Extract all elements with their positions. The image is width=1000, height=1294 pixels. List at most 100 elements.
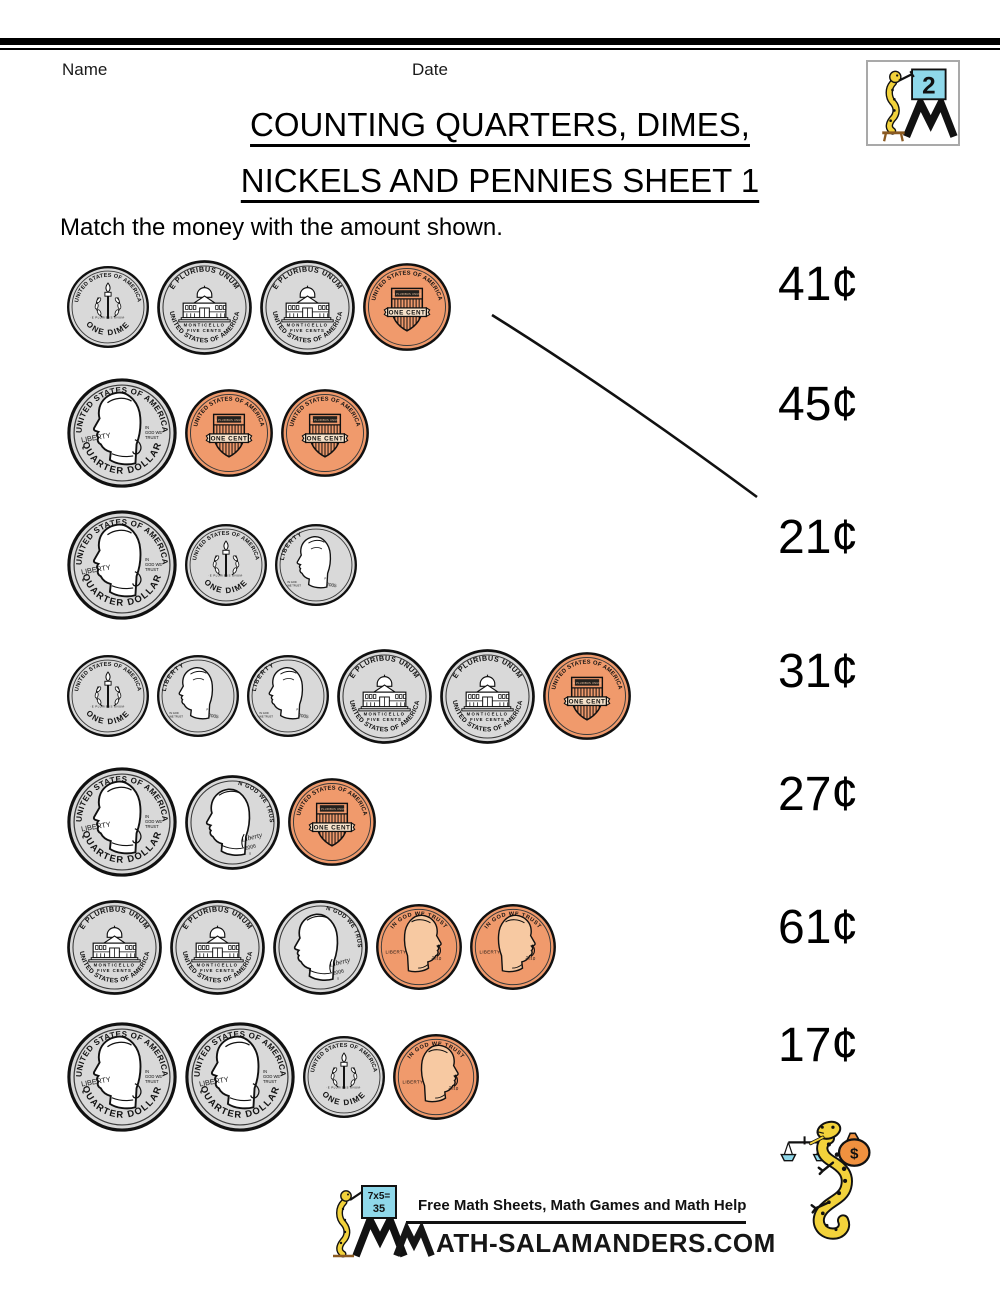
svg-text:GOD WE: GOD WE bbox=[145, 819, 162, 824]
coin-quarter-obverse[interactable]: UNITED STATES OF AMERICA QUARTER DOLLAR L… bbox=[184, 1021, 296, 1133]
coin-quarter-obverse[interactable]: UNITED STATES OF AMERICA QUARTER DOLLAR L… bbox=[66, 1021, 178, 1133]
example-match-line bbox=[491, 313, 758, 499]
coin-penny-reverse[interactable]: E PLURIBUS UNUM ONE CENT UNITED STATES O… bbox=[542, 651, 632, 741]
svg-text:TRUST: TRUST bbox=[145, 567, 159, 572]
svg-text:2005: 2005 bbox=[208, 713, 220, 720]
svg-text:E PLURIBUS UNUM: E PLURIBUS UNUM bbox=[311, 418, 339, 422]
amount-option-5[interactable]: 27¢ bbox=[778, 768, 859, 821]
amount-option-3[interactable]: 21¢ bbox=[778, 511, 859, 564]
coin-nickel-reverse[interactable]: MONTICELLO FIVE CENTS E PLURIBUS UNUM UNI… bbox=[156, 259, 253, 356]
footer-rule bbox=[406, 1221, 746, 1224]
coin-quarter-obverse[interactable]: UNITED STATES OF AMERICA QUARTER DOLLAR L… bbox=[66, 377, 178, 489]
money-bag-symbol: $ bbox=[850, 1146, 859, 1163]
svg-text:·E PLURIBUS UNUM·: ·E PLURIBUS UNUM· bbox=[90, 315, 125, 319]
money-salamander-illustration: $ bbox=[776, 1110, 898, 1262]
svg-text:WE TRUST: WE TRUST bbox=[259, 714, 273, 718]
salamander-icon bbox=[882, 70, 915, 142]
svg-text:LIBERTY: LIBERTY bbox=[386, 950, 407, 955]
svg-text:2010: 2010 bbox=[525, 955, 536, 961]
amount-option-6[interactable]: 61¢ bbox=[778, 901, 859, 954]
coin-penny-obverse[interactable]: IN GOD WE TRUST LIBERTY 2010 bbox=[375, 903, 463, 991]
footer-logo: 7x5= 35 bbox=[326, 1182, 408, 1260]
svg-text:S: S bbox=[337, 976, 339, 980]
svg-text:FIVE CENTS: FIVE CENTS bbox=[367, 716, 402, 721]
svg-text:MONTICELLO: MONTICELLO bbox=[364, 711, 406, 716]
svg-text:IN: IN bbox=[145, 425, 149, 430]
site-text: ATH-SALAMANDERS.COM bbox=[436, 1228, 776, 1258]
money-bag-icon: $ bbox=[837, 1132, 871, 1167]
worksheet-title-line1: COUNTING QUARTERS, DIMES, bbox=[250, 106, 750, 143]
amount-option-1[interactable]: 41¢ bbox=[778, 258, 859, 311]
svg-text:WE TRUST: WE TRUST bbox=[287, 583, 301, 587]
svg-text:FIVE CENTS: FIVE CENTS bbox=[187, 327, 222, 332]
logo-m-icon bbox=[903, 93, 958, 138]
coin-nickel-reverse[interactable]: MONTICELLO FIVE CENTS E PLURIBUS UNUM UNI… bbox=[66, 899, 163, 996]
grade-logo: 2 bbox=[866, 60, 960, 146]
svg-text:ONE CENT: ONE CENT bbox=[307, 436, 344, 443]
svg-text:FIVE CENTS: FIVE CENTS bbox=[290, 327, 325, 332]
coin-nickel-obverse[interactable]: IN GOD WE TRUST Liberty 2006 S bbox=[272, 899, 369, 996]
footer-tagline: Free Math Sheets, Math Games and Math He… bbox=[418, 1197, 747, 1214]
svg-text:ONE CENT: ONE CENT bbox=[314, 825, 351, 832]
coin-dime-obverse[interactable]: LIBERTY IN GOD WE TRUST P 2005 bbox=[246, 654, 330, 738]
coin-nickel-reverse[interactable]: MONTICELLO FIVE CENTS E PLURIBUS UNUM UNI… bbox=[169, 899, 266, 996]
footer-board-line1: 7x5= bbox=[368, 1191, 391, 1202]
svg-text:GOD WE: GOD WE bbox=[145, 562, 162, 567]
svg-text:MONTICELLO: MONTICELLO bbox=[94, 962, 136, 967]
svg-text:IN GOD: IN GOD bbox=[259, 711, 268, 715]
coin-nickel-reverse[interactable]: MONTICELLO FIVE CENTS E PLURIBUS UNUM UNI… bbox=[259, 259, 356, 356]
coin-penny-reverse[interactable]: E PLURIBUS UNUM ONE CENT UNITED STATES O… bbox=[280, 388, 370, 478]
svg-text:·E PLURIBUS UNUM·: ·E PLURIBUS UNUM· bbox=[208, 573, 243, 577]
grade-number: 2 bbox=[922, 73, 935, 100]
coin-nickel-reverse[interactable]: MONTICELLO FIVE CENTS E PLURIBUS UNUM UNI… bbox=[439, 648, 536, 745]
coin-dime-obverse[interactable]: LIBERTY IN GOD WE TRUST P 2005 bbox=[156, 654, 240, 738]
svg-text:MONTICELLO: MONTICELLO bbox=[197, 962, 239, 967]
svg-text:ONE CENT: ONE CENT bbox=[211, 436, 248, 443]
coin-quarter-obverse[interactable]: UNITED STATES OF AMERICA QUARTER DOLLAR L… bbox=[66, 509, 178, 621]
svg-text:ONE CENT: ONE CENT bbox=[389, 310, 426, 317]
svg-text:TRUST: TRUST bbox=[145, 1079, 159, 1084]
svg-text:2005: 2005 bbox=[326, 582, 338, 589]
svg-text:E PLURIBUS UNUM: E PLURIBUS UNUM bbox=[393, 292, 421, 296]
svg-text:2006: 2006 bbox=[332, 968, 345, 977]
coin-nickel-reverse[interactable]: MONTICELLO FIVE CENTS E PLURIBUS UNUM UNI… bbox=[336, 648, 433, 745]
date-label: Date bbox=[412, 60, 448, 79]
coin-dime-reverse[interactable]: ·E PLURIBUS UNUM· UNITED STATES OF AMERI… bbox=[66, 265, 150, 349]
amount-option-4[interactable]: 31¢ bbox=[778, 645, 859, 698]
amount-option-2[interactable]: 45¢ bbox=[778, 378, 859, 431]
coin-dime-reverse[interactable]: ·E PLURIBUS UNUM· UNITED STATES OF AMERI… bbox=[66, 654, 150, 738]
coin-penny-reverse[interactable]: E PLURIBUS UNUM ONE CENT UNITED STATES O… bbox=[287, 777, 377, 867]
coin-penny-obverse[interactable]: IN GOD WE TRUST LIBERTY 2010 bbox=[469, 903, 557, 991]
coin-penny-reverse[interactable]: E PLURIBUS UNUM ONE CENT UNITED STATES O… bbox=[362, 262, 452, 352]
name-label: Name bbox=[62, 60, 108, 79]
svg-text:TRUST: TRUST bbox=[145, 435, 159, 440]
svg-text:P: P bbox=[206, 707, 208, 711]
coin-dime-reverse[interactable]: ·E PLURIBUS UNUM· UNITED STATES OF AMERI… bbox=[184, 523, 268, 607]
coin-quarter-obverse[interactable]: UNITED STATES OF AMERICA QUARTER DOLLAR L… bbox=[66, 766, 178, 878]
instruction-text: Match the money with the amount shown. bbox=[60, 214, 503, 241]
coin-dime-reverse[interactable]: ·E PLURIBUS UNUM· UNITED STATES OF AMERI… bbox=[302, 1035, 386, 1119]
svg-text:·E PLURIBUS UNUM·: ·E PLURIBUS UNUM· bbox=[90, 704, 125, 708]
svg-text:MONTICELLO: MONTICELLO bbox=[467, 711, 509, 716]
svg-text:P: P bbox=[296, 707, 298, 711]
svg-text:IN GOD: IN GOD bbox=[169, 711, 178, 715]
coin-nickel-obverse[interactable]: IN GOD WE TRUST Liberty 2006 S bbox=[184, 774, 281, 871]
footer-site: ATH-SALAMANDERS.COM bbox=[392, 1222, 776, 1260]
svg-text:E PLURIBUS UNUM: E PLURIBUS UNUM bbox=[215, 418, 243, 422]
svg-text:LIBERTY: LIBERTY bbox=[403, 1080, 424, 1085]
coin-penny-obverse[interactable]: IN GOD WE TRUST LIBERTY 2010 bbox=[392, 1033, 480, 1121]
svg-text:MONTICELLO: MONTICELLO bbox=[184, 322, 226, 327]
svg-text:2005: 2005 bbox=[298, 713, 310, 720]
top-rule bbox=[0, 38, 1000, 45]
site-m-icon bbox=[393, 1222, 435, 1257]
amount-option-7[interactable]: 17¢ bbox=[778, 1019, 859, 1072]
footer-salamander-icon bbox=[333, 1190, 363, 1258]
footer-board-line2: 35 bbox=[373, 1203, 385, 1215]
svg-text:GOD WE: GOD WE bbox=[145, 430, 162, 435]
coin-penny-reverse[interactable]: E PLURIBUS UNUM ONE CENT UNITED STATES O… bbox=[184, 388, 274, 478]
coin-dime-obverse[interactable]: LIBERTY IN GOD WE TRUST P 2005 bbox=[274, 523, 358, 607]
svg-text:LIBERTY: LIBERTY bbox=[480, 950, 501, 955]
svg-text:IN: IN bbox=[263, 1069, 267, 1074]
footer-board bbox=[361, 1185, 397, 1219]
svg-text:TRUST: TRUST bbox=[263, 1079, 277, 1084]
